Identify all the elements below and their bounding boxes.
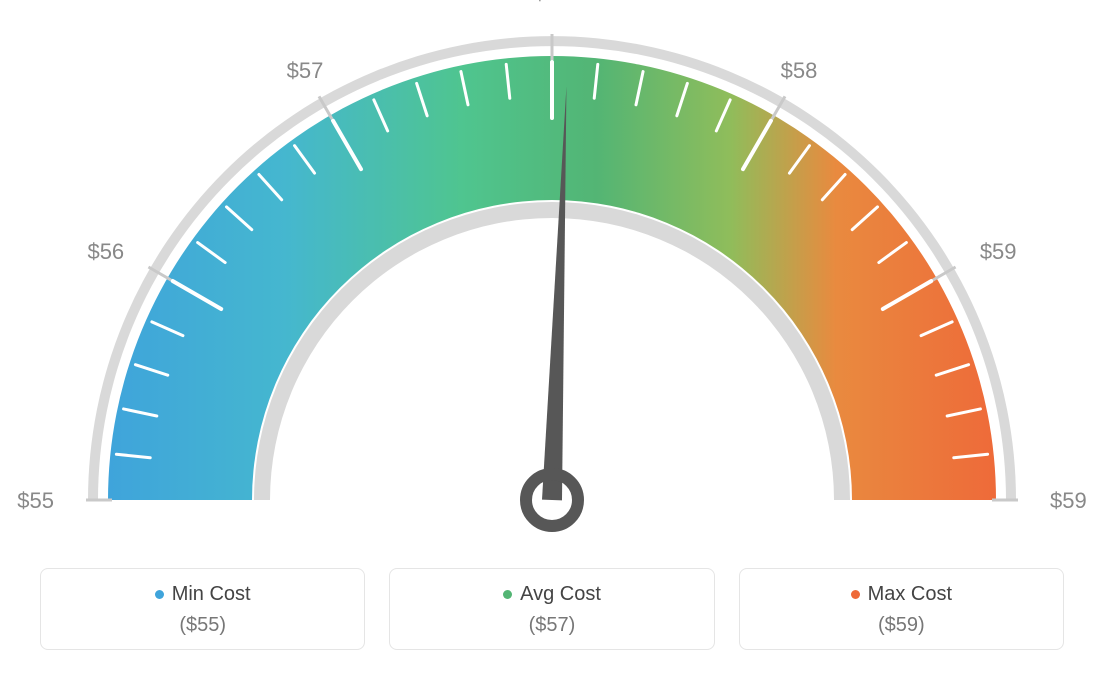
legend-label: Min Cost — [172, 583, 251, 606]
svg-text:$59: $59 — [980, 239, 1017, 264]
svg-text:$57: $57 — [534, 0, 571, 5]
cost-gauge: $55 $56 $57 $57 $58 $59 $59 — [0, 0, 1104, 560]
bullet-icon — [503, 590, 512, 599]
legend-title-max: Max Cost — [851, 583, 952, 606]
legend-card-max: Max Cost ($59) — [739, 568, 1064, 650]
svg-text:$55: $55 — [17, 488, 54, 513]
legend-row: Min Cost ($55) Avg Cost ($57) Max Cost (… — [40, 568, 1064, 650]
legend-label: Avg Cost — [520, 583, 601, 606]
legend-title-min: Min Cost — [155, 583, 251, 606]
legend-label: Max Cost — [868, 583, 952, 606]
bullet-icon — [155, 590, 164, 599]
svg-text:$58: $58 — [781, 58, 818, 83]
svg-text:$59: $59 — [1050, 488, 1087, 513]
bullet-icon — [851, 590, 860, 599]
legend-card-min: Min Cost ($55) — [40, 568, 365, 650]
svg-text:$57: $57 — [287, 58, 324, 83]
legend-value-max: ($59) — [740, 614, 1063, 637]
legend-card-avg: Avg Cost ($57) — [389, 568, 714, 650]
legend-value-avg: ($57) — [390, 614, 713, 637]
svg-text:$56: $56 — [87, 239, 124, 264]
legend-title-avg: Avg Cost — [503, 583, 601, 606]
legend-value-min: ($55) — [41, 614, 364, 637]
